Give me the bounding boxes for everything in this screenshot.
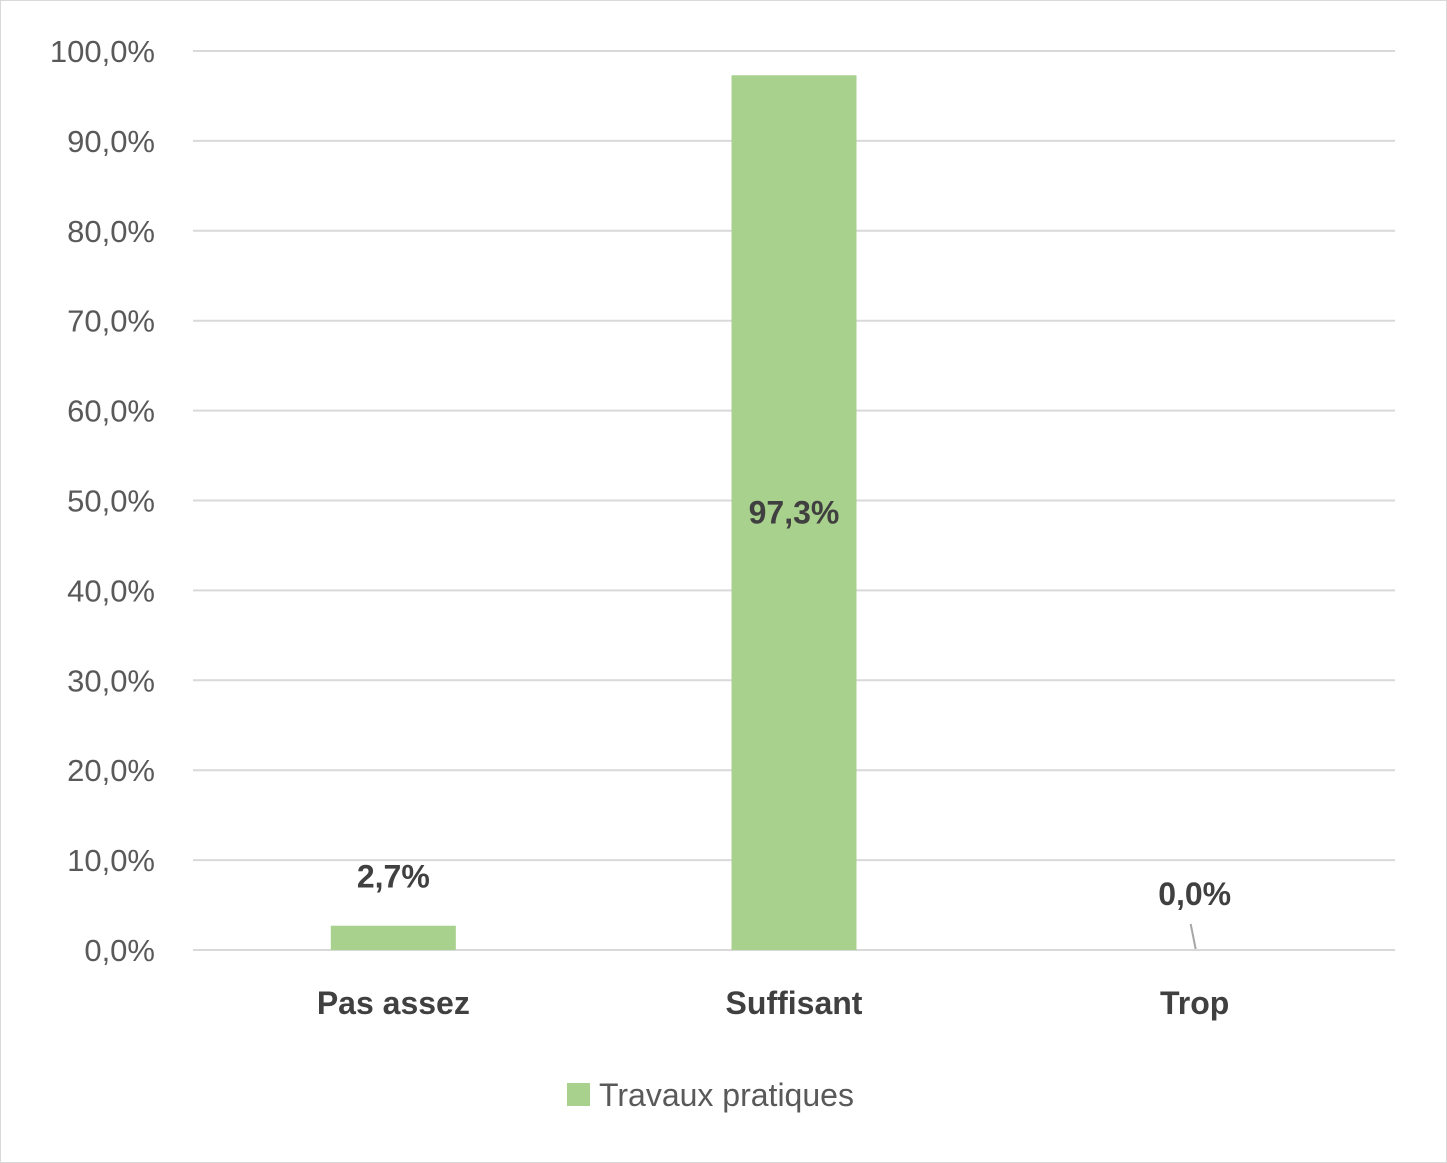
category-label: Pas assez (317, 985, 470, 1021)
y-axis-tick-labels: 0,0% 10,0% 20,0% 30,0% 40,0% 50,0% 60,0% 70,0% 8… (50, 34, 155, 968)
data-labels: 2,7% 97,3% 0,0% (357, 495, 1231, 950)
legend-swatch (567, 1083, 590, 1106)
category-label: Trop (1160, 985, 1229, 1021)
bars (330, 75, 857, 950)
data-label-leader-line (1189, 923, 1197, 950)
y-tick-label: 90,0% (67, 124, 155, 159)
data-label: 0,0% (1158, 876, 1231, 912)
legend-label: Travaux pratiques (599, 1077, 854, 1113)
legend: Travaux pratiques (567, 1077, 854, 1113)
y-tick-label: 40,0% (67, 573, 155, 608)
y-tick-label: 20,0% (67, 753, 155, 788)
y-tick-label: 80,0% (67, 214, 155, 249)
category-label: Suffisant (726, 985, 863, 1021)
x-axis-category-labels: Pas assez Suffisant Trop (317, 985, 1230, 1021)
y-tick-label: 0,0% (84, 933, 155, 968)
bar (731, 75, 857, 950)
y-tick-label: 10,0% (67, 843, 155, 878)
y-tick-label: 70,0% (67, 304, 155, 339)
y-tick-label: 60,0% (67, 394, 155, 429)
data-label: 97,3% (749, 495, 840, 531)
data-label: 2,7% (357, 859, 430, 895)
y-tick-label: 50,0% (67, 484, 155, 519)
y-tick-label: 100,0% (50, 34, 155, 69)
y-tick-label: 30,0% (67, 663, 155, 698)
bar (330, 925, 456, 950)
